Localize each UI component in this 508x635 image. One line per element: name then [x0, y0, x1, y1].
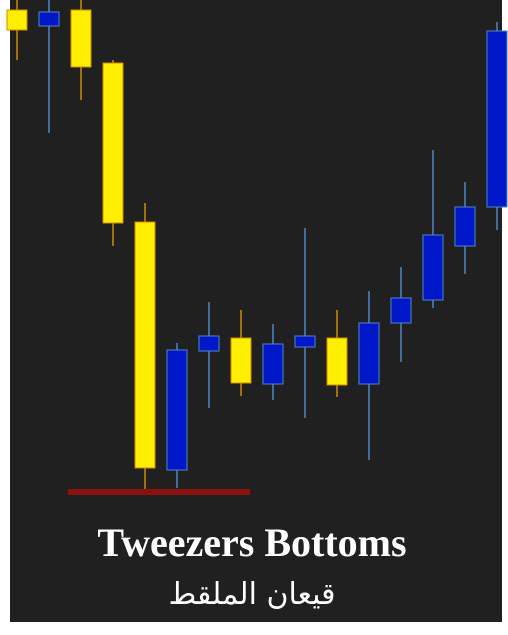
candle-body [6, 9, 28, 31]
plot-background [10, 0, 502, 622]
candle-body [38, 11, 60, 27]
candle-body [70, 9, 92, 68]
candle-body [390, 297, 412, 324]
candle-body [454, 206, 476, 247]
candle-body [102, 62, 124, 224]
candle-body [198, 335, 220, 352]
candle-body [294, 335, 316, 348]
candle-body [134, 221, 156, 469]
candle-body [230, 337, 252, 384]
candle-body [358, 322, 380, 385]
candle-body [166, 349, 188, 471]
candle-body [262, 343, 284, 385]
candle-body [422, 234, 444, 301]
candle-body [326, 337, 348, 386]
candle-body [486, 30, 508, 208]
chart-subtitle: قيعان الملقط [169, 577, 336, 612]
chart-title: Tweezers Bottoms [97, 520, 406, 565]
